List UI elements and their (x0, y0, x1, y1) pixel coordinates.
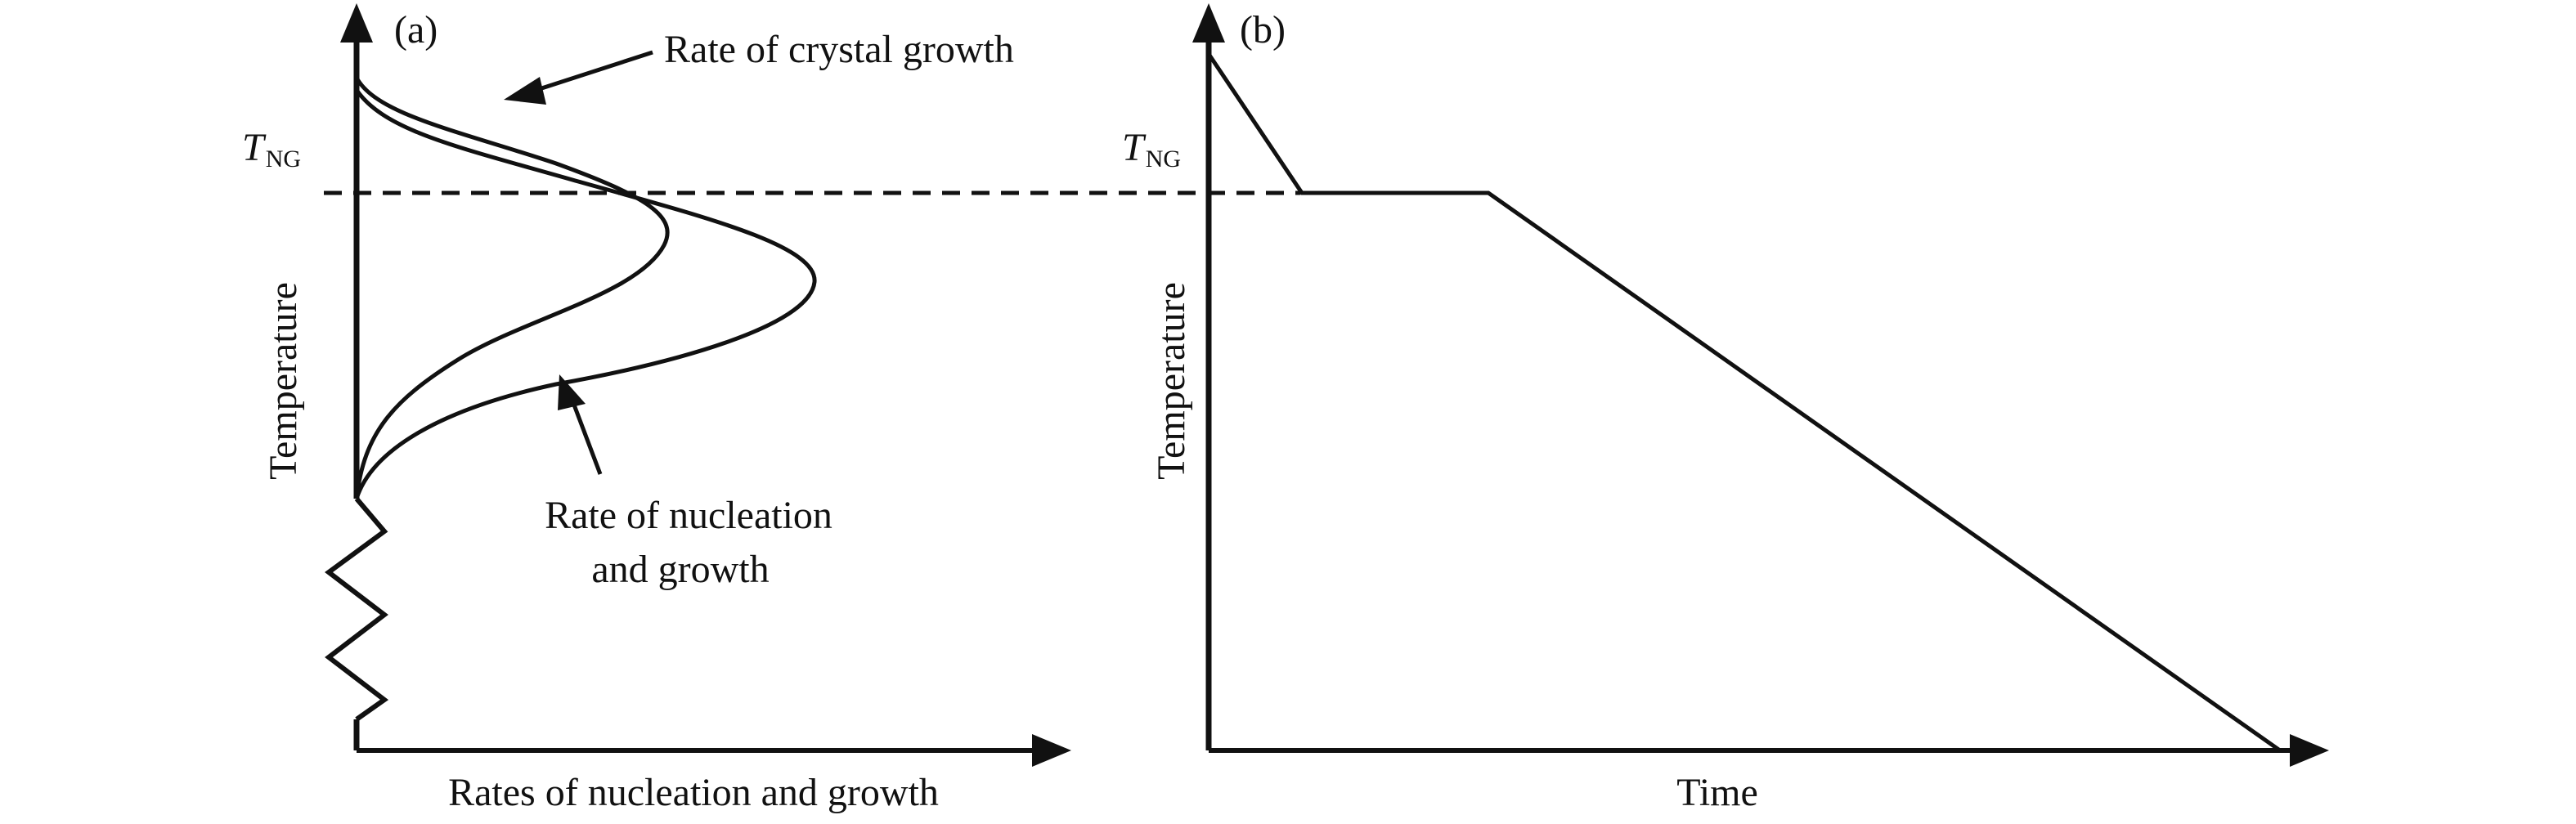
crystal-growth-label: Rate of crystal growth (664, 28, 1014, 71)
panel-b-threshold-sub: NG (1146, 146, 1181, 172)
nucleation-callout-arrow (570, 400, 603, 475)
temperature-profile-line (1206, 52, 2282, 753)
panel-a-tag: (a) (394, 8, 438, 52)
panel-a-threshold-main: T (242, 126, 267, 169)
panel-b-x-axis-arrowhead (2290, 734, 2329, 767)
panel-a: (a) Rate of crystal growth Rate of nucle… (242, 3, 1071, 814)
crystal-growth-curve (354, 76, 670, 499)
panel-b-tag: (b) (1240, 8, 1286, 52)
panel-a-x-axis-arrowhead (1032, 734, 1071, 767)
nucleation-callout-arrowhead (558, 374, 586, 410)
panel-b: (b) Time Temperature TNG (1122, 3, 2329, 814)
panel-b-x-axis-label: Time (1676, 771, 1758, 814)
panel-b-threshold-main: T (1122, 126, 1147, 169)
crystal-growth-callout-arrowhead (504, 77, 546, 105)
crystal-growth-callout-arrow (531, 50, 653, 94)
nucleation-label-line2: and growth (591, 548, 769, 591)
panel-b-y-axis-arrowhead (1192, 3, 1225, 43)
panel-a-y-axis-label: Temperature (262, 282, 305, 480)
panel-b-y-axis-label: Temperature (1150, 282, 1193, 480)
nucleation-growth-curve (354, 88, 817, 499)
panel-a-threshold-label: TNG (242, 126, 301, 172)
nucleation-label-line1: Rate of nucleation (545, 494, 832, 537)
panel-a-axis-break (324, 497, 389, 722)
panel-a-y-axis-arrowhead (340, 3, 373, 43)
panel-b-threshold-label: TNG (1122, 126, 1181, 172)
panel-a-x-axis-label: Rates of nucleation and growth (448, 771, 939, 814)
panel-a-threshold-sub: NG (266, 146, 301, 172)
